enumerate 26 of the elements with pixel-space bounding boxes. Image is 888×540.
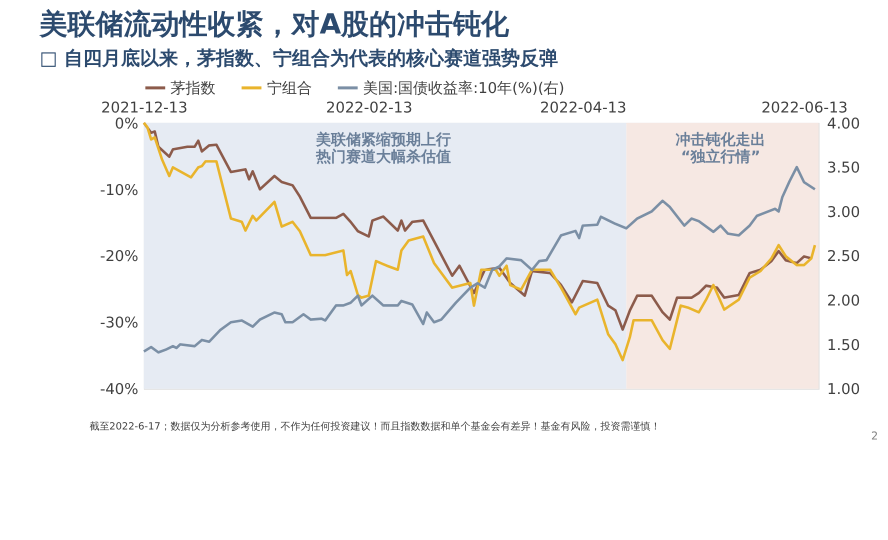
y2-tick-label: 1.00 <box>826 380 860 398</box>
y2-tick-label: 1.50 <box>826 336 860 354</box>
legend-label: 宁组合 <box>266 78 312 97</box>
line-series <box>142 166 816 354</box>
legend-label: 美国:国债收益率:10年(%)(右) <box>363 78 564 97</box>
y-tick-label: -10% <box>100 180 138 199</box>
y2-tick-label: 3.50 <box>826 158 860 177</box>
y-tick-label: -30% <box>100 314 138 332</box>
y2-tick-label: 2.50 <box>826 247 860 266</box>
chart-subtitle: □ 自四月底以来，茅指数、宁组合为代表的核心赛道强势反弹 <box>40 47 558 70</box>
y2-tick-label: 2.00 <box>826 292 860 310</box>
band-label: 美联储紧缩预期上行热门赛道大幅杀估值 <box>314 130 451 166</box>
y-tick-label: -20% <box>100 247 138 266</box>
y-tick-label: -40% <box>100 380 138 398</box>
y2-tick-label: 3.00 <box>826 202 860 221</box>
chart-title: 美联储流动性收紧，对A股的冲击钝化 <box>38 8 510 41</box>
y2-tick-label: 4.00 <box>826 114 860 132</box>
legend-label: 茅指数 <box>170 78 216 97</box>
band-label: 冲击钝化走出“独立行情” <box>676 130 766 166</box>
x-tick-label: 2022-06-13 <box>761 98 848 116</box>
x-tick-label: 2021-12-13 <box>101 98 188 116</box>
text: 截至2022-6-17；数据仅为分析参考使用，不作为任何投资建议！而且指数数据和单个基金会有差异！基金有风险，投资需谨慎！ <box>89 420 661 432</box>
x-tick-label: 2022-04-13 <box>540 98 626 116</box>
x-tick-label: 2022-02-13 <box>326 98 412 116</box>
text: 2 <box>871 429 878 442</box>
y-tick-label: 0% <box>114 114 138 132</box>
